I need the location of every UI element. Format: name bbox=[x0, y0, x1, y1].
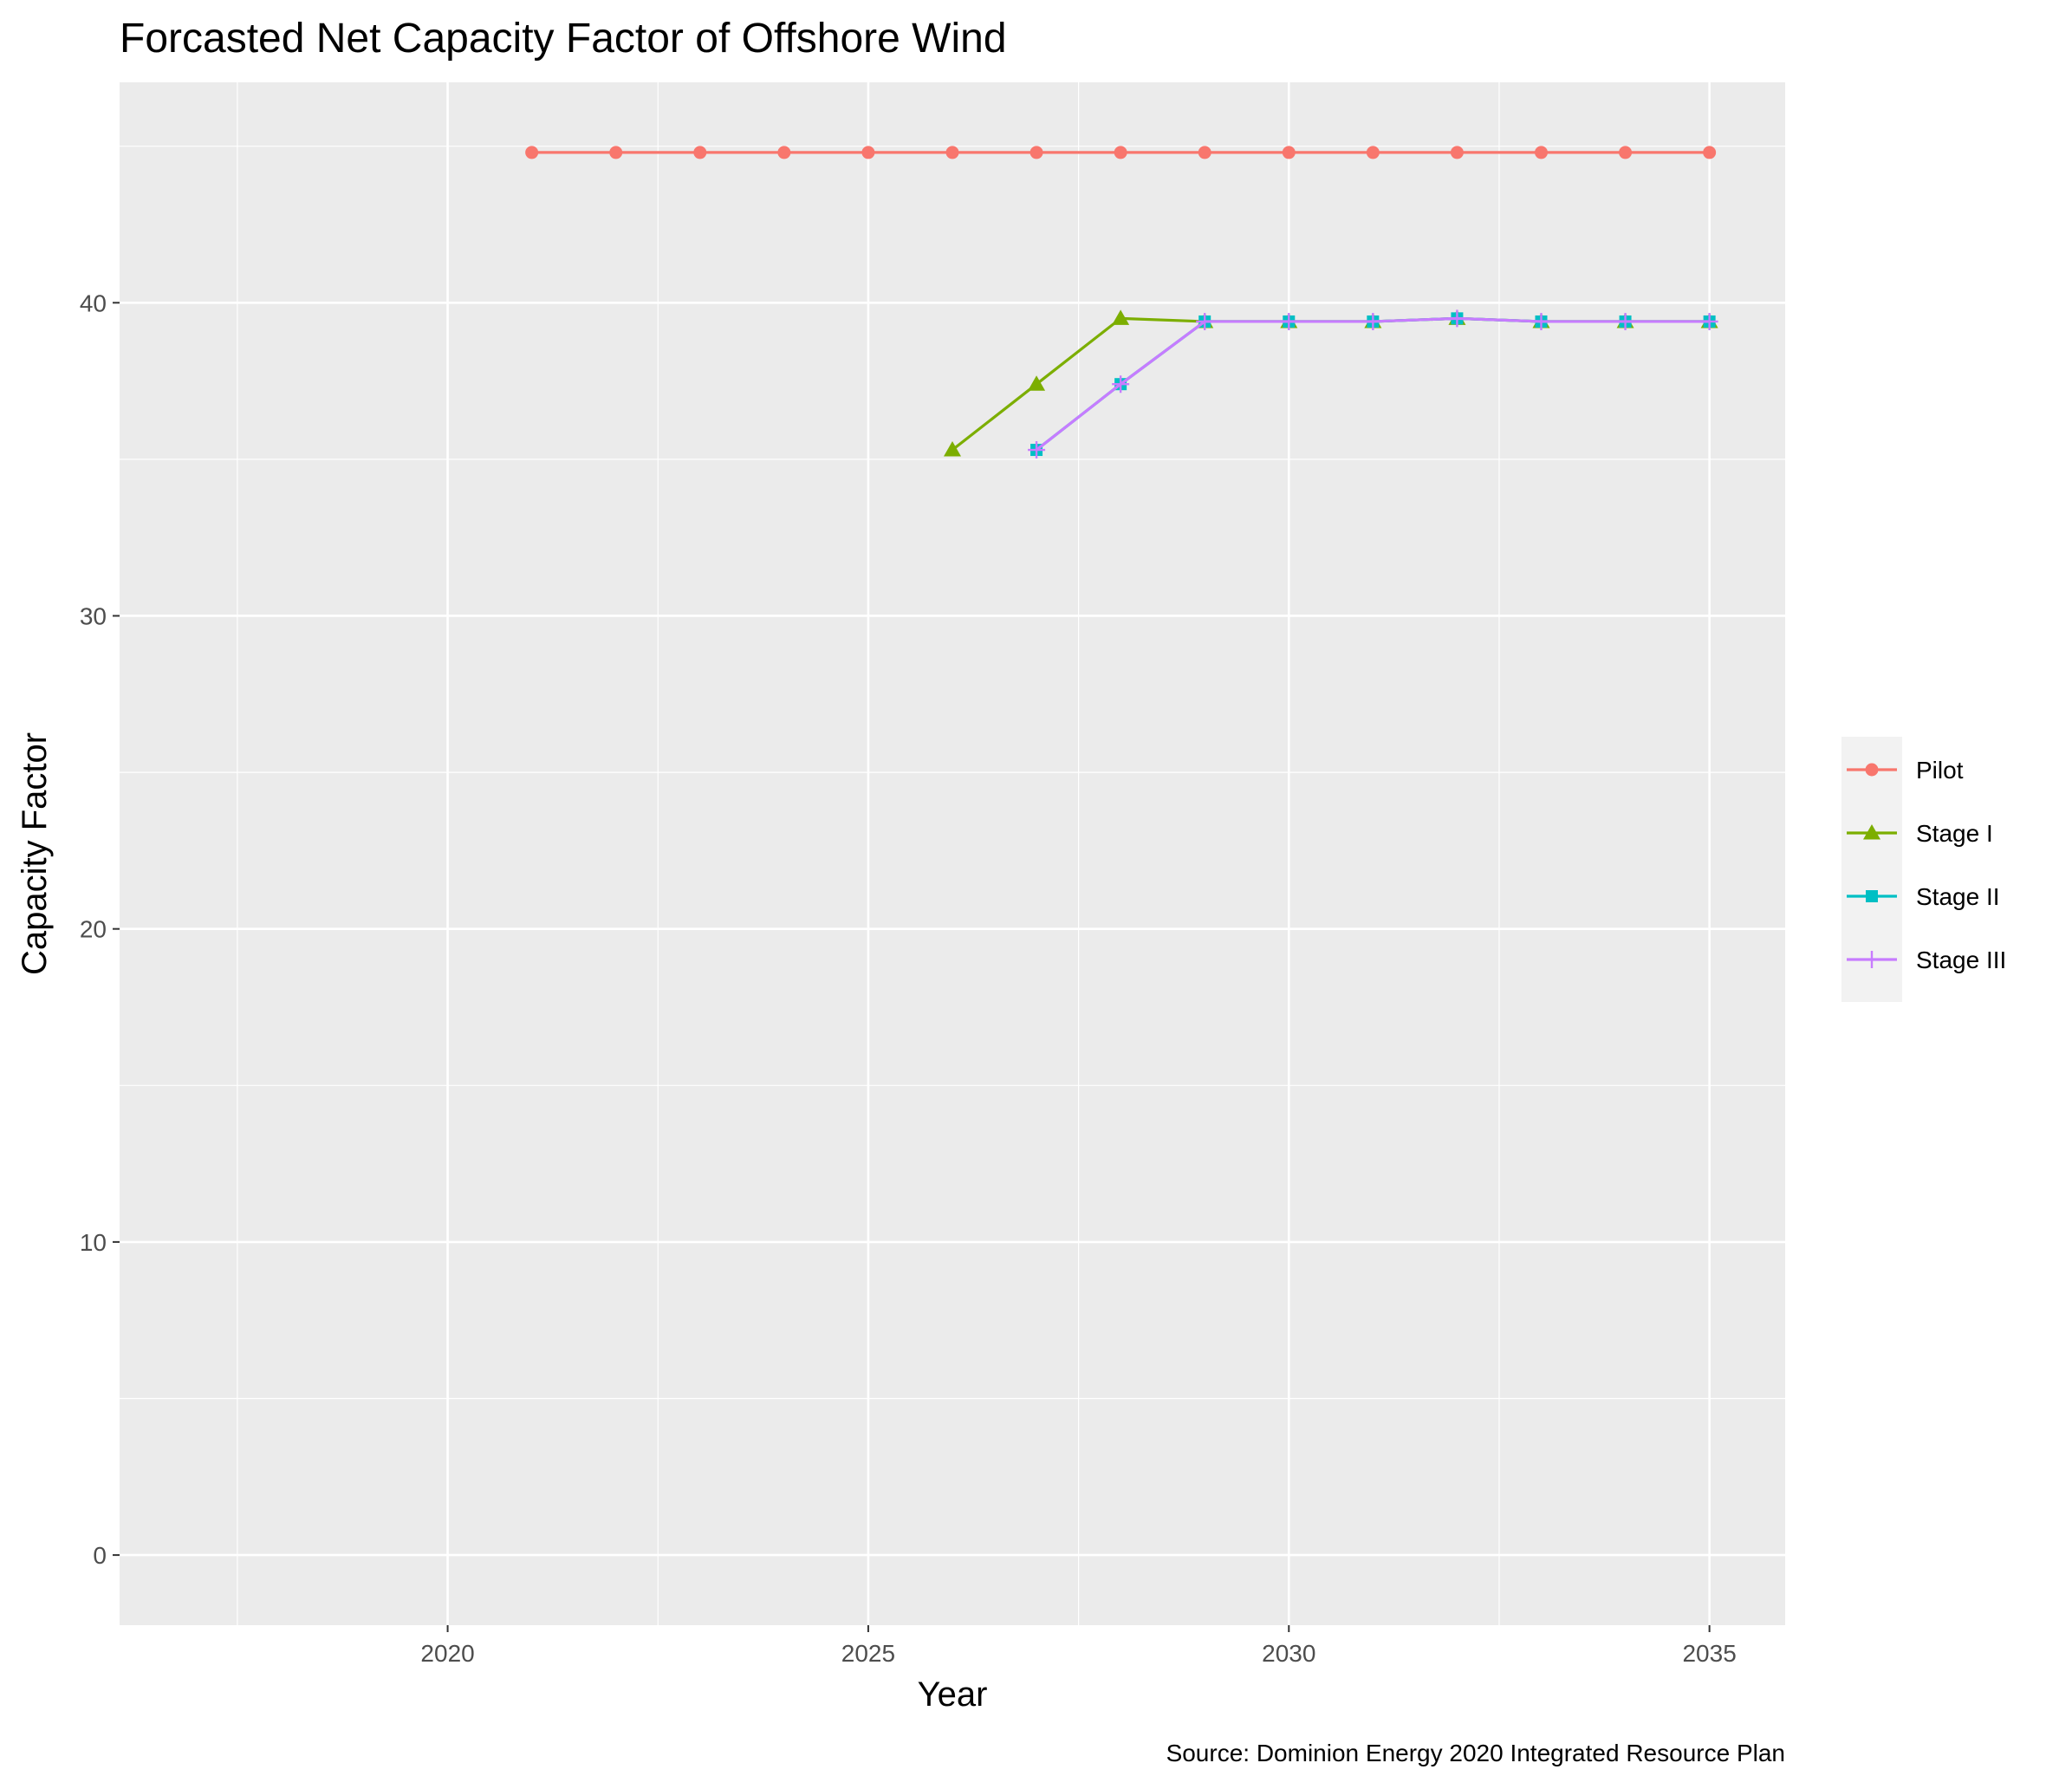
data-point bbox=[1114, 146, 1127, 159]
x-tick-label: 2035 bbox=[1682, 1640, 1736, 1667]
x-tick-label: 2025 bbox=[841, 1640, 895, 1667]
data-point bbox=[609, 146, 623, 159]
gridlines bbox=[120, 82, 1785, 1625]
data-point bbox=[1028, 441, 1046, 459]
y-axis-title: Capacity Factor bbox=[16, 732, 54, 975]
y-tick-label: 40 bbox=[80, 289, 107, 316]
legend-key-marker bbox=[1863, 951, 1880, 968]
legend-label: Stage I bbox=[1916, 820, 1993, 847]
data-point bbox=[1280, 312, 1298, 330]
series-group bbox=[525, 146, 1718, 459]
data-point bbox=[1282, 146, 1296, 159]
source-caption: Source: Dominion Energy 2020 Integrated … bbox=[1166, 1740, 1785, 1766]
data-point bbox=[1700, 312, 1718, 330]
series-stage-iii bbox=[1028, 309, 1718, 459]
data-point bbox=[693, 146, 707, 159]
data-point bbox=[1532, 312, 1550, 330]
y-axis: 0 10 20 30 40 bbox=[80, 289, 120, 1569]
y-tick-label: 0 bbox=[93, 1542, 107, 1569]
x-axis: 2020 2025 2030 2035 bbox=[420, 1625, 1737, 1667]
legend-label: Stage III bbox=[1916, 947, 2006, 973]
data-point bbox=[1030, 146, 1043, 159]
data-point bbox=[1364, 312, 1382, 330]
data-point bbox=[525, 146, 539, 159]
legend-label: Stage II bbox=[1916, 883, 2000, 910]
data-point bbox=[1619, 146, 1633, 159]
legend-item: Stage II bbox=[1847, 883, 2000, 910]
y-tick-label: 30 bbox=[80, 602, 107, 629]
legend-label: Pilot bbox=[1916, 757, 1964, 784]
legend-item: Pilot bbox=[1847, 757, 1964, 784]
legend-key-marker bbox=[1865, 763, 1879, 777]
legend-item: Stage III bbox=[1847, 947, 2006, 973]
data-point bbox=[1703, 146, 1717, 159]
legend-key-marker bbox=[1866, 890, 1878, 902]
data-point bbox=[861, 146, 875, 159]
data-point bbox=[1450, 146, 1464, 159]
data-point bbox=[1534, 146, 1548, 159]
data-point bbox=[1448, 309, 1466, 328]
x-tick-label: 2020 bbox=[420, 1640, 474, 1667]
y-tick-label: 20 bbox=[80, 916, 107, 943]
data-point bbox=[1028, 375, 1046, 391]
legend: Pilot Stage I Stage II Stage III bbox=[1841, 737, 2006, 1002]
data-point bbox=[1112, 309, 1130, 325]
y-tick-label: 10 bbox=[80, 1229, 107, 1256]
data-point bbox=[945, 146, 959, 159]
chart-title: Forcasted Net Capacity Factor of Offshor… bbox=[120, 16, 1007, 62]
data-point bbox=[1196, 312, 1214, 330]
series-pilot bbox=[525, 146, 1717, 159]
data-point bbox=[1112, 375, 1130, 394]
data-point bbox=[1366, 146, 1380, 159]
legend-key-marker bbox=[1863, 824, 1880, 840]
data-point bbox=[777, 146, 791, 159]
x-axis-title: Year bbox=[918, 1675, 988, 1714]
x-tick-label: 2030 bbox=[1262, 1640, 1315, 1667]
plot-panel bbox=[120, 82, 1785, 1625]
legend-item: Stage I bbox=[1847, 820, 1993, 847]
data-point bbox=[1616, 312, 1634, 330]
data-point bbox=[1198, 146, 1211, 159]
data-point bbox=[944, 441, 961, 457]
